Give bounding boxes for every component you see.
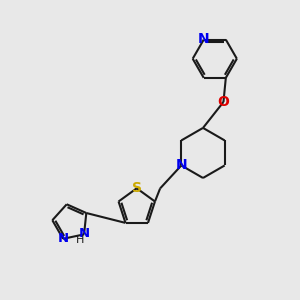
Text: H: H [76,235,85,245]
Text: N: N [197,32,209,46]
Text: N: N [58,232,69,245]
Text: N: N [176,158,187,172]
Text: N: N [79,227,90,240]
Text: S: S [132,181,142,195]
Text: O: O [218,95,230,109]
